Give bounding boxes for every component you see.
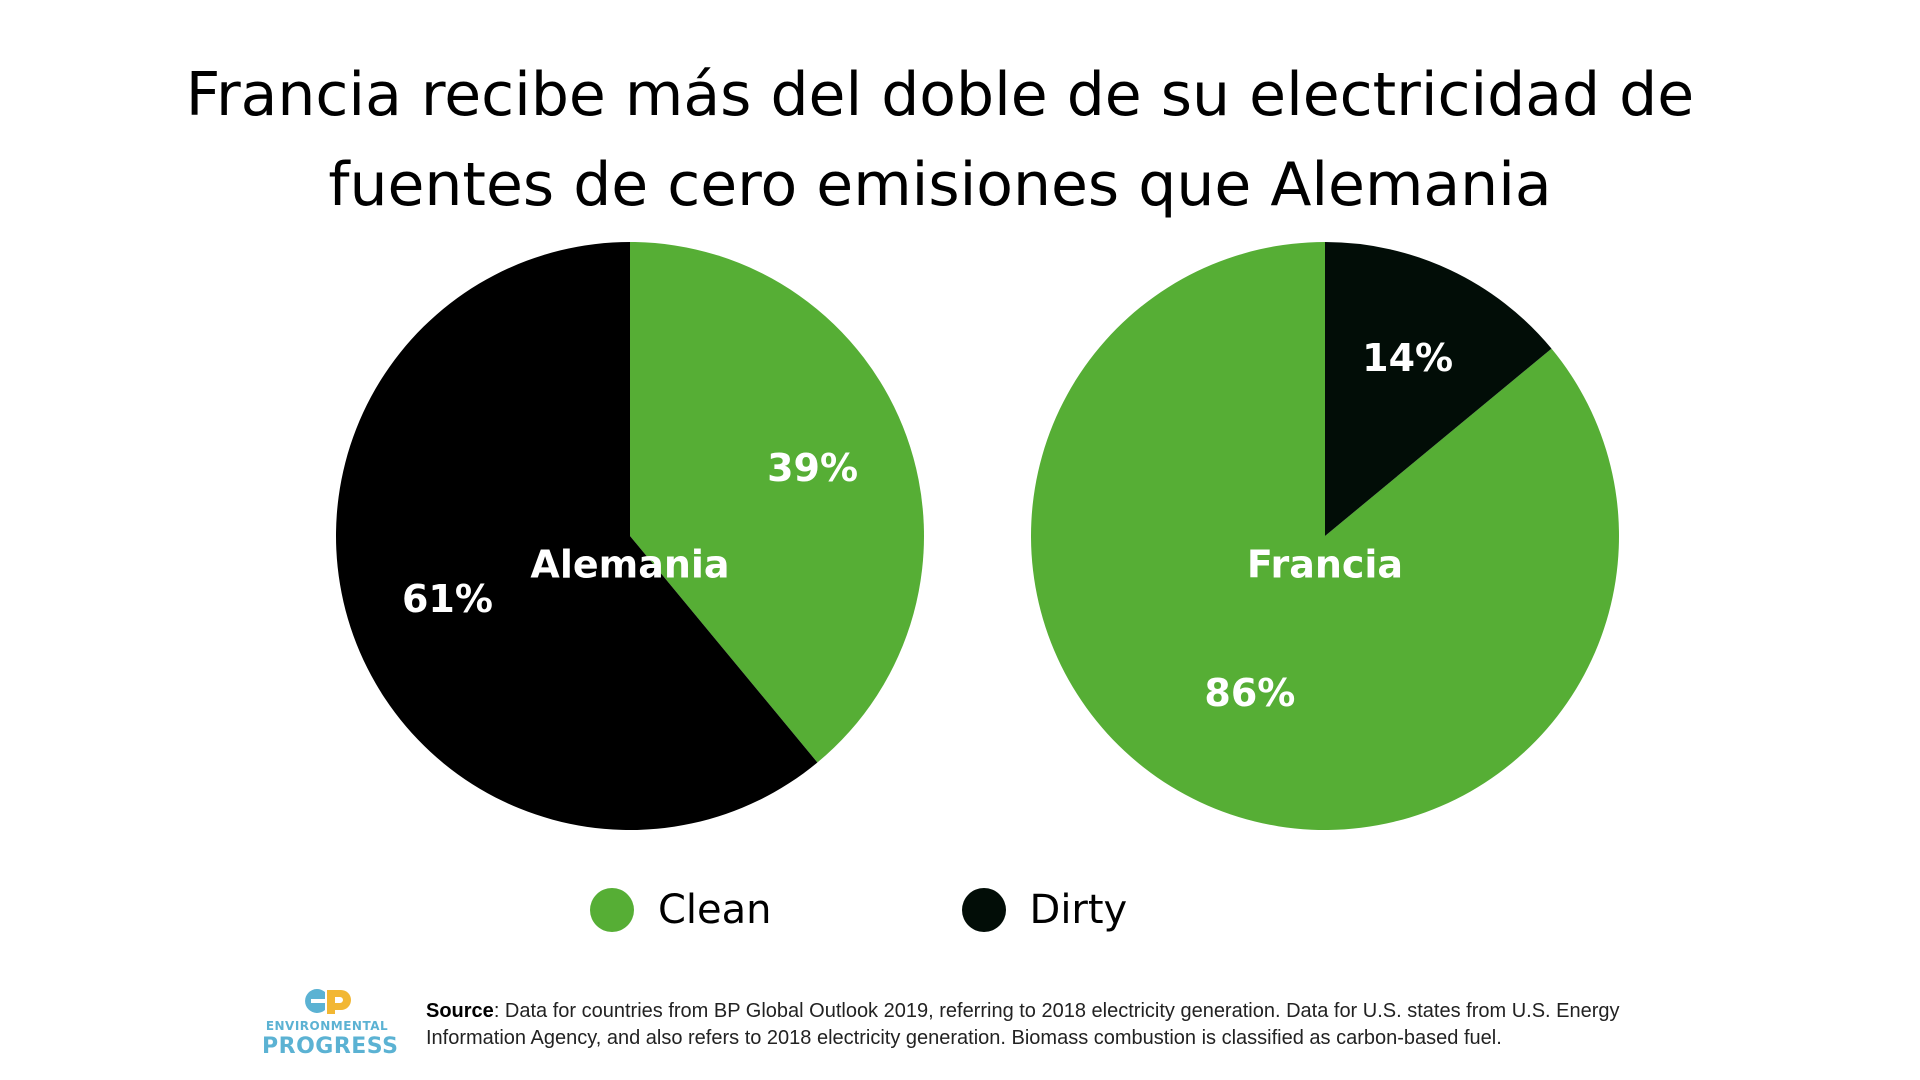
pie-alemania-label-dirty: 61% bbox=[402, 577, 493, 621]
pie-francia-label-dirty: 14% bbox=[1362, 336, 1453, 380]
logo-text-line-1: ENVIRONMENTAL bbox=[265, 1019, 389, 1033]
chart-title: Francia recibe más del doble de su elect… bbox=[60, 50, 1820, 230]
source-label: Source bbox=[426, 1000, 494, 1022]
ep-logo-icon bbox=[305, 989, 351, 1014]
pie-alemania-title: Alemania bbox=[530, 543, 729, 587]
pie-francia-title: Francia bbox=[1247, 543, 1403, 587]
pie-alemania-slice-clean bbox=[630, 242, 925, 763]
legend-item-dirty: Dirty bbox=[961, 887, 1128, 933]
pie-alemania-slice-dirty bbox=[335, 242, 818, 830]
pie-francia-slice-dirty bbox=[1325, 242, 1552, 536]
pie-francia-label-clean: 86% bbox=[1204, 671, 1295, 715]
legend-label-clean: Clean bbox=[658, 887, 772, 933]
source-text: : Data for countries from BP Global Outl… bbox=[426, 1000, 1620, 1049]
legend-swatch-clean bbox=[590, 888, 634, 932]
legend: Clean Dirty bbox=[590, 880, 1317, 940]
logo-text-line-2: PROGRESS bbox=[262, 1034, 399, 1059]
chart-title-line-1: Francia recibe más del doble de su elect… bbox=[185, 60, 1695, 130]
source-note: Source: Data for countries from BP Globa… bbox=[426, 998, 1696, 1052]
legend-label-dirty: Dirty bbox=[1029, 887, 1128, 933]
environmental-progress-logo: ENVIRONMENTAL PROGRESS bbox=[262, 986, 399, 1060]
legend-swatch-dirty bbox=[961, 888, 1006, 932]
pie-alemania-label-clean: 39% bbox=[767, 446, 858, 490]
legend-item-clean: Clean bbox=[590, 887, 772, 933]
pie-chart-francia: 86% 14% Francia bbox=[1030, 242, 1619, 831]
chart-title-line-2: fuentes de cero emisiones que Alemania bbox=[328, 150, 1552, 220]
pie-chart-alemania: 39% 61% Alemania bbox=[335, 242, 925, 830]
